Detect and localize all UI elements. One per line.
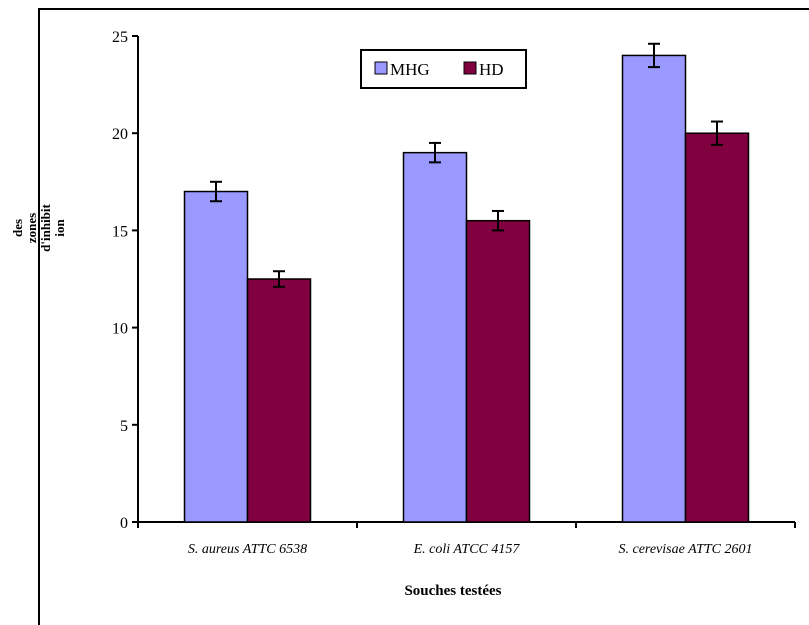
y-axis-title-line: des <box>10 219 25 237</box>
y-axis-title: des zones d'inhibit ion <box>10 203 67 251</box>
error-bars <box>210 42 723 288</box>
category-labels: S. aureus ATTC 6538 E. coli ATCC 4157 S. c… <box>188 542 753 557</box>
bar-hd <box>465 219 531 523</box>
category-label: S. aureus ATTC 6538 <box>188 542 307 557</box>
y-tick-label: 15 <box>112 223 128 240</box>
y-tick-label: 0 <box>120 515 128 532</box>
y-axis-title-line: ion <box>52 219 67 237</box>
legend-label-mhg: MHG <box>390 60 430 79</box>
y-tick-label: 25 <box>112 29 128 46</box>
bar-mhg <box>402 151 468 523</box>
y-axis-title-line: zones <box>24 213 39 243</box>
legend-swatch-hd <box>463 61 477 75</box>
x-ticks <box>137 522 796 528</box>
legend: MHG HD <box>360 49 527 89</box>
bar-mhg <box>621 54 687 523</box>
x-axis-title: Souches testées <box>404 583 501 599</box>
legend-box <box>360 49 527 89</box>
bar-mhg <box>183 190 249 523</box>
bar-hd <box>684 132 750 523</box>
category-label: S. cerevisae ATTC 2601 <box>618 542 752 557</box>
y-tick-label: 5 <box>120 418 128 435</box>
y-tick-label: 10 <box>112 321 128 338</box>
bars <box>183 54 750 523</box>
legend-label-hd: HD <box>479 60 504 79</box>
legend-swatch-mhg <box>374 61 388 75</box>
y-axis-title-line: d'inhibit <box>38 203 53 251</box>
y-ticks: 0 5 10 15 20 25 <box>112 29 138 532</box>
category-label: E. coli ATCC 4157 <box>413 542 521 557</box>
y-tick-label: 20 <box>112 126 128 143</box>
bar-hd <box>246 278 312 523</box>
